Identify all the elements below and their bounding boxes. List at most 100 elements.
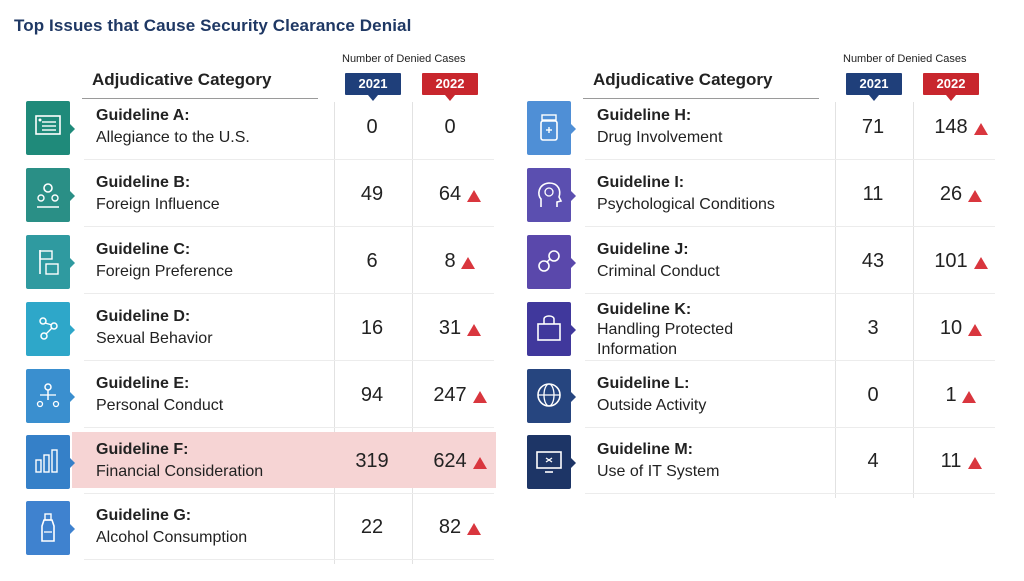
page-title: Top Issues that Cause Security Clearance… [14, 16, 412, 35]
increase-arrow-icon [968, 324, 982, 336]
guideline-name: Guideline G: [96, 507, 192, 524]
increase-arrow-icon [461, 257, 475, 269]
head-brain-icon [527, 168, 576, 222]
column-header: Adjudicative Category [593, 70, 773, 89]
table-row: Guideline D: Sexual Behavior 16 31 [26, 302, 496, 364]
guideline-name: Guideline J: [597, 241, 689, 258]
table-row: Guideline G: Alcohol Consumption 22 82 [26, 501, 496, 563]
increase-arrow-icon [968, 457, 982, 469]
value-2021: 4 [867, 450, 879, 472]
guideline-name: Guideline H: [597, 107, 692, 124]
cases-header: Number of Denied Cases [342, 53, 466, 65]
guideline-name: Guideline L: [597, 375, 690, 392]
value-2021: 22 [360, 516, 384, 538]
table-row: Guideline J: Criminal Conduct 43 101 [527, 235, 997, 297]
guideline-category: Alcohol Consumption [96, 529, 248, 546]
guideline-name: Guideline E: [96, 375, 190, 392]
guideline-category: Sexual Behavior [96, 330, 213, 347]
column-divider [412, 102, 413, 564]
increase-arrow-icon [962, 391, 976, 403]
left-panel: Adjudicative Category Number of Denied C… [26, 48, 496, 568]
table-row: Guideline F: Financial Consideration 319 62… [26, 432, 496, 497]
guideline-name: Guideline D: [96, 308, 191, 325]
guideline-category: Outside Activity [597, 397, 707, 414]
row-divider [84, 226, 494, 227]
guideline-category: Allegiance to the U.S. [96, 129, 250, 146]
increase-arrow-icon [467, 324, 481, 336]
value-2022: 247 [433, 384, 467, 406]
table-row: Guideline C: Foreign Preference 6 8 [26, 235, 496, 297]
value-2022: 11 [940, 450, 962, 472]
right-panel: Adjudicative Category Number of Denied C… [527, 48, 997, 568]
value-2021: 319 [355, 450, 389, 472]
guideline-category: Foreign Preference [96, 263, 233, 280]
monitor-icon [527, 435, 576, 489]
guideline-name: Guideline A: [96, 107, 190, 124]
increase-arrow-icon [467, 190, 481, 202]
flag-document-icon [26, 101, 75, 155]
table-row: Guideline L: Outside Activity 0 1 [527, 369, 997, 431]
column-header-divider [82, 98, 318, 99]
year-badge-2021: 2021 [345, 73, 401, 101]
increase-arrow-icon [968, 190, 982, 202]
value-2022: 624 [433, 450, 467, 472]
value-2021: 0 [366, 116, 378, 138]
row-highlight [72, 432, 496, 488]
column-divider [835, 102, 836, 498]
row-divider [84, 559, 494, 560]
guideline-category: Psychological Conditions [597, 196, 775, 213]
value-2021: 16 [360, 317, 384, 339]
table-row: Guideline E: Personal Conduct 94 247 [26, 369, 496, 431]
guideline-name: Guideline B: [96, 174, 191, 191]
pill-bottle-icon [527, 101, 576, 155]
value-2022: 1 [945, 384, 957, 406]
guideline-category: Foreign Influence [96, 196, 220, 213]
value-2021: 3 [867, 317, 879, 339]
guideline-category: Personal Conduct [96, 397, 224, 414]
flag-podium-icon [26, 235, 75, 289]
table-row: Guideline M: Use of IT System 4 11 [527, 435, 997, 497]
secure-folder-icon [527, 302, 576, 356]
increase-arrow-icon [467, 523, 481, 535]
row-divider [84, 360, 494, 361]
guideline-category: Use of IT System [597, 463, 720, 480]
increase-arrow-icon [974, 257, 988, 269]
row-divider [84, 159, 494, 160]
guideline-name: Guideline M: [597, 441, 693, 458]
value-2021: 94 [360, 384, 384, 406]
column-header: Adjudicative Category [92, 70, 272, 89]
value-2022: 101 [934, 250, 968, 272]
handcuffs-icon [527, 235, 576, 289]
year-badge-2022: 2022 [422, 73, 478, 101]
value-2022: 10 [939, 317, 963, 339]
row-divider [84, 293, 494, 294]
table-row: Guideline A: Allegiance to the U.S. 0 0 [26, 101, 496, 163]
table-row: Guideline K: Handling Protected Informatio… [527, 301, 997, 364]
year-badge-2021: 2021 [846, 73, 902, 101]
year-badge-2022: 2022 [923, 73, 979, 101]
value-2021: 49 [360, 183, 384, 205]
guideline-name: Guideline C: [96, 241, 191, 258]
bottle-icon [26, 501, 75, 555]
table-row: Guideline B: Foreign Influence 49 64 [26, 168, 496, 230]
guideline-name: Guideline K: [597, 301, 692, 318]
row-divider [84, 427, 494, 428]
value-2021: 43 [861, 250, 885, 272]
row-divider [585, 427, 995, 428]
person-network-icon [26, 369, 75, 423]
value-2021: 71 [861, 116, 885, 138]
globe-icon [527, 369, 576, 423]
increase-arrow-icon [473, 457, 487, 469]
network-people-icon [26, 302, 75, 356]
value-2021: 0 [867, 384, 879, 406]
row-divider [585, 493, 995, 494]
row-divider [585, 159, 995, 160]
value-2022: 8 [444, 250, 456, 272]
row-divider [585, 360, 995, 361]
increase-arrow-icon [974, 123, 988, 135]
value-2022: 82 [438, 516, 462, 538]
value-2022: 148 [934, 116, 968, 138]
value-2022: 64 [438, 183, 462, 205]
value-2021: 6 [366, 250, 378, 272]
row-divider [585, 226, 995, 227]
